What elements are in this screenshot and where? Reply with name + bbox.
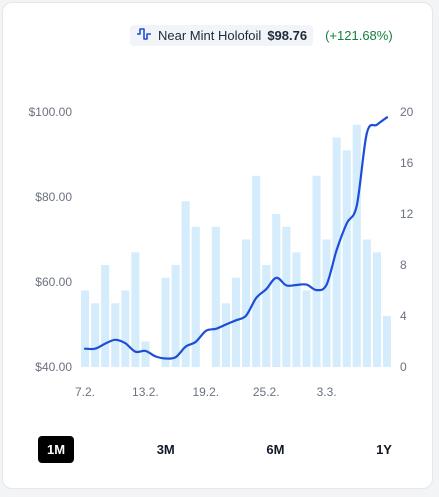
volume-bar [322, 239, 331, 367]
volume-bar [372, 252, 381, 368]
volume-bar [382, 316, 391, 367]
price-line [83, 116, 389, 360]
right-axis-label: 8 [400, 258, 407, 272]
right-axis-label: 16 [400, 156, 414, 170]
volume-bar [352, 124, 361, 368]
right-axis-label: 12 [400, 207, 414, 221]
right-axis-label: 0 [400, 360, 407, 374]
x-axis-label: 3.3. [317, 385, 337, 399]
volume-bar [131, 252, 140, 368]
x-axis-label: 7.2. [75, 385, 95, 399]
volume-bar [312, 175, 321, 368]
volume-bar [292, 252, 301, 368]
x-axis-label: 25.2. [253, 385, 280, 399]
legend-series-name: Near Mint Holofoil [158, 28, 262, 43]
chart-legend: Near Mint Holofoil $98.76 (+121.68%) [130, 25, 412, 46]
price-history-card: Near Mint Holofoil $98.76 (+121.68%) [2, 2, 433, 489]
volume-bar [252, 175, 261, 368]
right-axis-label: 20 [400, 105, 414, 119]
volume-bar [272, 214, 281, 367]
volume-bar [101, 265, 110, 367]
volume-bar [141, 341, 150, 367]
volume-bar [262, 265, 271, 367]
legend-change: (+121.68%) [325, 28, 393, 43]
legend-price: $98.76 [267, 28, 308, 43]
volume-bar [302, 290, 311, 367]
volume-bar [191, 226, 200, 368]
trend-line-icon [136, 27, 152, 44]
volume-bar [121, 290, 130, 367]
volume-bar [181, 201, 190, 368]
volume-bar [221, 303, 230, 368]
volume-bar [211, 226, 220, 368]
tab-6m[interactable]: 6M [266, 442, 285, 457]
volume-bar [282, 226, 291, 368]
right-axis-label: 4 [400, 309, 407, 323]
volume-bar [232, 277, 241, 368]
x-axis-label: 13.2. [132, 385, 159, 399]
volume-bar [362, 239, 371, 367]
volume-bar [111, 303, 120, 368]
x-axis-label: 19.2. [192, 385, 219, 399]
volume-bar [91, 303, 100, 368]
tab-3m[interactable]: 3M [156, 442, 175, 457]
volume-bar [242, 239, 251, 367]
volume-bar [81, 290, 90, 367]
volume-bar [342, 150, 351, 368]
legend-series-toggle[interactable]: Near Mint Holofoil $98.76 [130, 25, 314, 46]
tab-1m[interactable]: 1M [38, 436, 75, 463]
left-axis-label: $40.00 [35, 360, 72, 374]
tab-1y[interactable]: 1Y [376, 442, 392, 457]
volume-bar [161, 277, 170, 368]
volume-bar [171, 265, 180, 367]
left-axis-label: $60.00 [35, 275, 72, 289]
price-chart: $100.00 $80.00 $60.00 $40.00 20 16 12 8 4 0 7.2. 13… [29, 105, 414, 399]
left-axis-label: $100.00 [29, 105, 73, 119]
left-axis-label: $80.00 [35, 190, 72, 204]
time-range-tabs: 1M 3M 6M 1Y [38, 436, 401, 463]
